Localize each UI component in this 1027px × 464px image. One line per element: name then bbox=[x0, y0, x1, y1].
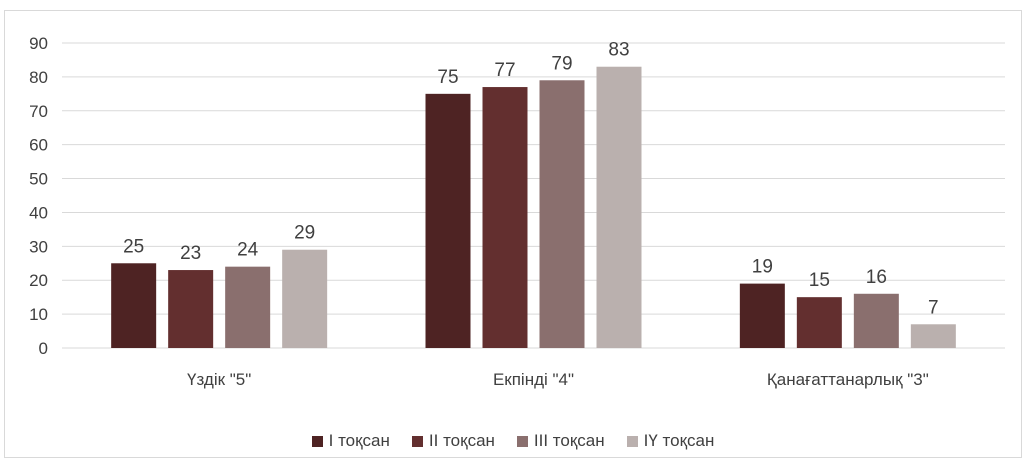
bars bbox=[111, 66, 956, 349]
y-tick-label: 10 bbox=[29, 305, 48, 324]
bar bbox=[539, 80, 585, 349]
bar bbox=[796, 297, 842, 348]
chart-frame: 0 10 20 30 40 50 60 70 80 90 25 23 24 29 75 77 79 83 19 15… bbox=[4, 10, 1022, 458]
bar bbox=[739, 283, 785, 348]
data-label: 25 bbox=[123, 236, 144, 257]
data-label: 19 bbox=[752, 257, 773, 278]
y-tick-label: 60 bbox=[29, 136, 48, 155]
legend-item: ІҮ тоқсан bbox=[626, 431, 715, 451]
bar bbox=[596, 66, 642, 348]
gridlines bbox=[62, 42, 1005, 349]
y-tick-label: 30 bbox=[29, 237, 48, 256]
x-category-label: Қанағаттанарлық "3" bbox=[767, 370, 929, 389]
legend-item: ІІІ тоқсан bbox=[516, 431, 605, 451]
legend-label: ІҮ тоқсан bbox=[643, 431, 715, 450]
data-label: 79 bbox=[551, 53, 572, 74]
data-label: 75 bbox=[437, 67, 458, 88]
y-axis-tick-labels: 0 10 20 30 40 50 60 70 80 90 bbox=[29, 34, 48, 358]
data-label: 23 bbox=[180, 243, 201, 264]
legend-item: ІІ тоқсан bbox=[411, 431, 495, 451]
data-label: 15 bbox=[809, 270, 830, 291]
bar bbox=[225, 266, 271, 348]
y-tick-label: 50 bbox=[29, 170, 48, 189]
x-axis-category-labels: Үздік "5" Екпінді "4" Қанағаттанарлық "3" bbox=[187, 370, 929, 389]
y-tick-label: 90 bbox=[29, 34, 48, 53]
data-label: 7 bbox=[928, 297, 939, 318]
y-tick-label: 20 bbox=[29, 271, 48, 290]
legend: І тоқсан ІІ тоқсан ІІІ тоқсан ІҮ тоқсан bbox=[5, 431, 1021, 451]
legend-swatch bbox=[411, 435, 423, 447]
legend-item: І тоқсан bbox=[311, 431, 390, 451]
x-category-label: Екпінді "4" bbox=[493, 370, 574, 389]
y-tick-label: 70 bbox=[29, 102, 48, 121]
bar bbox=[282, 249, 328, 348]
bar bbox=[482, 87, 528, 349]
y-tick-label: 0 bbox=[39, 339, 48, 358]
x-category-label: Үздік "5" bbox=[187, 370, 251, 389]
y-tick-label: 80 bbox=[29, 68, 48, 87]
data-label: 77 bbox=[494, 60, 515, 81]
bar bbox=[111, 263, 157, 348]
legend-label: І тоқсан bbox=[328, 431, 390, 450]
legend-swatch bbox=[626, 435, 638, 447]
bar bbox=[425, 93, 471, 348]
bar bbox=[168, 270, 214, 348]
data-label: 83 bbox=[608, 40, 629, 61]
data-label: 24 bbox=[237, 240, 259, 261]
bar bbox=[910, 324, 956, 348]
data-label: 29 bbox=[294, 223, 315, 244]
bar-chart: 0 10 20 30 40 50 60 70 80 90 25 23 24 29 75 77 79 83 19 15… bbox=[29, 34, 1005, 389]
legend-swatch bbox=[311, 435, 323, 447]
data-label: 16 bbox=[866, 267, 887, 288]
bar bbox=[853, 293, 899, 348]
data-labels: 25 23 24 29 75 77 79 83 19 15 16 7 bbox=[123, 40, 939, 319]
legend-label: ІІІ тоқсан bbox=[533, 431, 605, 450]
legend-label: ІІ тоқсан bbox=[428, 431, 495, 450]
y-tick-label: 40 bbox=[29, 203, 48, 222]
legend-swatch bbox=[516, 435, 528, 447]
